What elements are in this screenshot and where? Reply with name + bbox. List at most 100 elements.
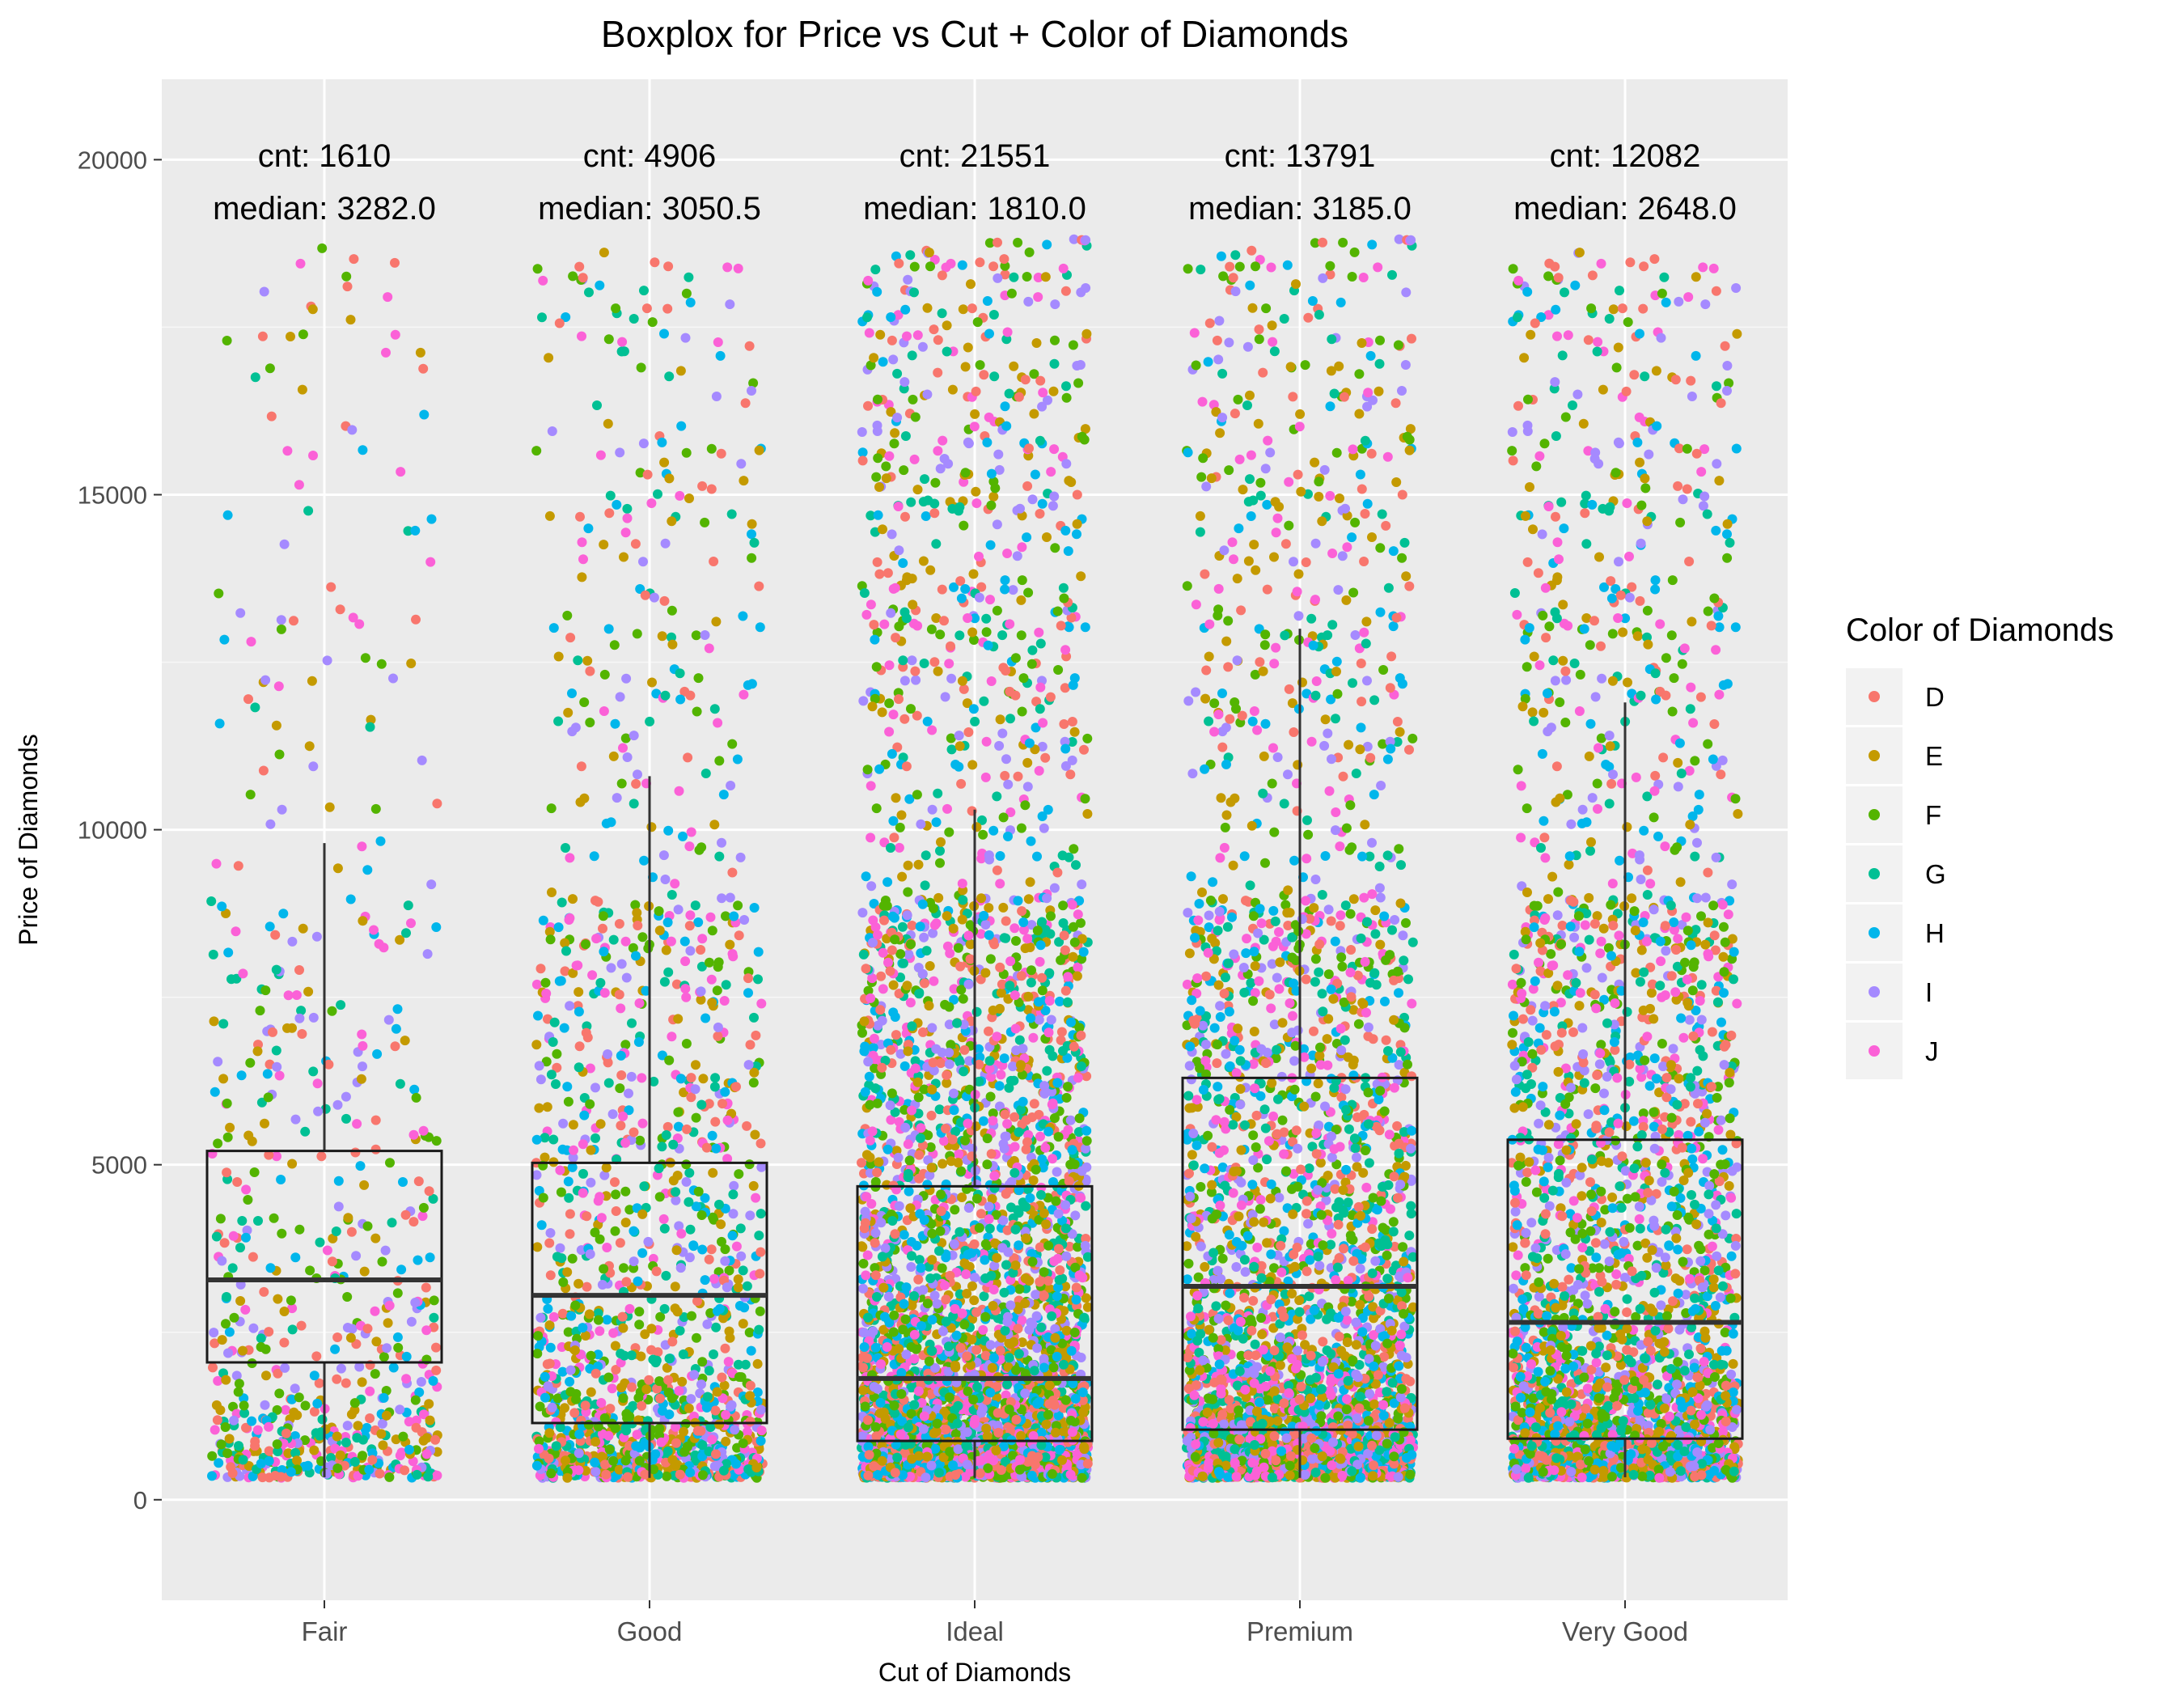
jitter-point <box>253 1046 263 1056</box>
jitter-point <box>727 868 737 878</box>
jitter-point <box>562 1267 572 1277</box>
jitter-point <box>646 822 656 832</box>
jitter-point <box>866 832 875 842</box>
jitter-point <box>754 947 764 957</box>
jitter-point <box>663 261 673 271</box>
jitter-point <box>332 1375 341 1384</box>
jitter-point <box>537 312 547 322</box>
jitter-point <box>1005 389 1014 399</box>
jitter-point <box>746 1040 756 1049</box>
jitter-point <box>1035 1243 1045 1252</box>
jitter-point <box>351 1251 361 1260</box>
jitter-point <box>599 911 608 921</box>
jitter-point <box>895 1201 904 1211</box>
jitter-point <box>1035 436 1045 446</box>
jitter-point <box>369 926 379 935</box>
jitter-point <box>631 779 641 789</box>
jitter-point <box>547 803 557 813</box>
jitter-point <box>591 934 601 943</box>
jitter-point <box>410 526 420 536</box>
jitter-point <box>895 949 905 959</box>
jitter-point <box>685 1252 695 1262</box>
jitter-point <box>611 303 620 313</box>
jitter-point <box>1016 595 1026 605</box>
jitter-point <box>661 1271 671 1281</box>
jitter-point <box>377 659 387 669</box>
jitter-point <box>657 438 667 447</box>
jitter-point <box>686 1394 696 1404</box>
jitter-point <box>400 1036 410 1045</box>
jitter-point <box>218 1074 228 1083</box>
jitter-point <box>616 1051 626 1061</box>
jitter-point <box>602 819 612 828</box>
jitter-point <box>996 714 1005 724</box>
jitter-point <box>660 1304 670 1314</box>
jitter-point <box>1005 1300 1015 1310</box>
jitter-point <box>621 674 631 684</box>
jitter-point <box>652 1356 662 1366</box>
jitter-point <box>756 1436 766 1446</box>
jitter-point <box>396 1451 405 1460</box>
jitter-point <box>398 1177 408 1187</box>
jitter-point <box>629 1128 639 1137</box>
jitter-point <box>624 1089 633 1099</box>
jitter-point <box>711 1323 721 1332</box>
jitter-point <box>687 1311 696 1321</box>
jitter-point <box>300 1127 310 1137</box>
jitter-point <box>680 937 690 947</box>
jitter-point <box>264 1327 273 1337</box>
jitter-point <box>616 1070 626 1080</box>
jitter-point <box>1042 239 1052 249</box>
jitter-point <box>579 697 589 707</box>
jitter-point <box>585 667 595 676</box>
jitter-point <box>356 1161 366 1171</box>
jitter-point <box>874 765 884 774</box>
jitter-point <box>600 1413 610 1423</box>
jitter-point <box>419 1203 429 1213</box>
jitter-point <box>916 1321 926 1331</box>
jitter-point <box>918 342 928 352</box>
jitter-point <box>348 1324 358 1334</box>
jitter-point <box>561 843 570 853</box>
jitter-point <box>372 1049 382 1059</box>
jitter-point <box>1017 824 1026 833</box>
jitter-point <box>235 1296 245 1306</box>
jitter-point <box>545 511 555 521</box>
jitter-point <box>1038 388 1048 397</box>
jitter-point <box>548 1037 558 1047</box>
jitter-point <box>678 832 688 841</box>
jitter-point <box>278 909 288 918</box>
jitter-point <box>336 1451 345 1460</box>
jitter-point <box>577 572 586 582</box>
jitter-point <box>696 986 706 996</box>
jitter-point <box>739 1438 748 1448</box>
jitter-point <box>641 1384 651 1394</box>
jitter-point <box>956 1167 966 1176</box>
jitter-point <box>216 1214 226 1223</box>
jitter-point <box>303 1461 313 1471</box>
jitter-point <box>637 1209 647 1219</box>
jitter-point <box>685 1468 695 1477</box>
jitter-point <box>256 1006 265 1015</box>
jitter-point <box>922 390 932 400</box>
jitter-point <box>533 1331 543 1341</box>
jitter-point <box>686 298 696 307</box>
jitter-point <box>381 1246 391 1256</box>
jitter-point <box>215 718 225 728</box>
jitter-point <box>901 431 911 441</box>
jitter-point <box>251 372 260 382</box>
jitter-point <box>237 1070 247 1080</box>
jitter-point <box>684 1168 694 1178</box>
jitter-point <box>679 1447 689 1457</box>
jitter-point <box>1081 1201 1090 1211</box>
jitter-point <box>1052 1167 1062 1177</box>
jitter-point <box>623 752 633 762</box>
jitter-point <box>263 1069 273 1078</box>
jitter-point <box>676 1263 686 1273</box>
jitter-point <box>413 1256 423 1265</box>
jitter-point <box>639 438 649 448</box>
jitter-point <box>963 613 972 623</box>
jitter-point <box>604 624 614 633</box>
jitter-point <box>590 1133 600 1143</box>
jitter-point <box>574 1279 583 1289</box>
